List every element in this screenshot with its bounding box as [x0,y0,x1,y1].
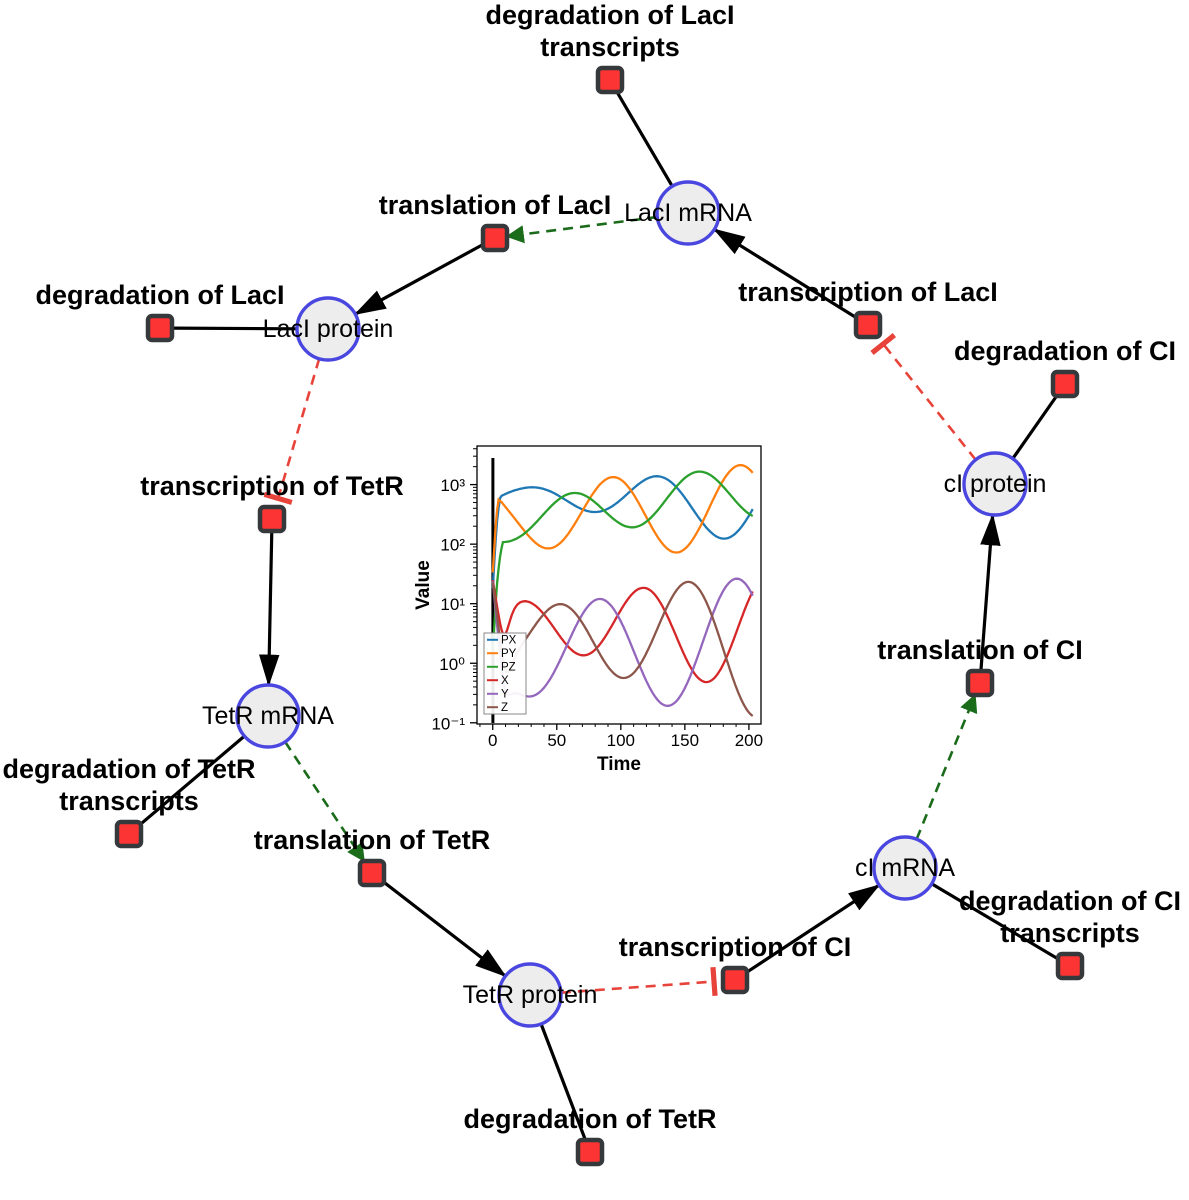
svg-text:degradation of TetR: degradation of TetR [464,1104,717,1134]
svg-text:PX: PX [501,635,517,647]
svg-text:10³: 10³ [440,476,465,495]
svg-text:Y: Y [501,689,509,701]
svg-text:translation of CI: translation of CI [877,635,1083,665]
svg-text:LacI mRNA: LacI mRNA [624,199,752,227]
svg-text:transcripts: transcripts [540,32,680,62]
svg-text:translation of TetR: translation of TetR [254,825,491,855]
svg-text:PZ: PZ [501,662,516,674]
svg-text:degradation of LacI: degradation of LacI [35,280,284,310]
svg-text:100: 100 [607,731,635,750]
svg-text:cI mRNA: cI mRNA [855,854,955,882]
svg-text:50: 50 [547,731,566,750]
svg-text:Z: Z [501,702,508,714]
svg-text:TetR mRNA: TetR mRNA [202,702,334,730]
svg-text:transcripts: transcripts [59,786,199,816]
svg-text:translation of LacI: translation of LacI [379,190,612,220]
svg-text:degradation of TetR: degradation of TetR [3,754,256,784]
svg-text:X: X [501,675,509,687]
svg-text:degradation of CI: degradation of CI [959,886,1181,916]
svg-text:LacI protein: LacI protein [263,315,394,343]
svg-text:200: 200 [735,731,763,750]
svg-text:0: 0 [488,731,497,750]
svg-text:10⁻¹: 10⁻¹ [431,714,465,733]
svg-text:transcripts: transcripts [1000,918,1140,948]
svg-text:degradation of CI: degradation of CI [954,336,1176,366]
svg-text:PY: PY [501,648,517,660]
svg-text:150: 150 [671,731,699,750]
svg-text:degradation of LacI: degradation of LacI [485,0,734,30]
svg-text:10⁰: 10⁰ [439,655,465,674]
svg-text:transcription of CI: transcription of CI [619,932,852,962]
svg-text:cI protein: cI protein [944,470,1047,498]
svg-text:Value: Value [413,560,434,610]
svg-text:10¹: 10¹ [440,595,465,614]
svg-text:10²: 10² [440,536,465,555]
svg-text:TetR protein: TetR protein [463,981,598,1009]
svg-text:transcription of LacI: transcription of LacI [738,277,998,307]
svg-text:transcription of TetR: transcription of TetR [140,471,404,501]
svg-text:Time: Time [597,754,641,775]
